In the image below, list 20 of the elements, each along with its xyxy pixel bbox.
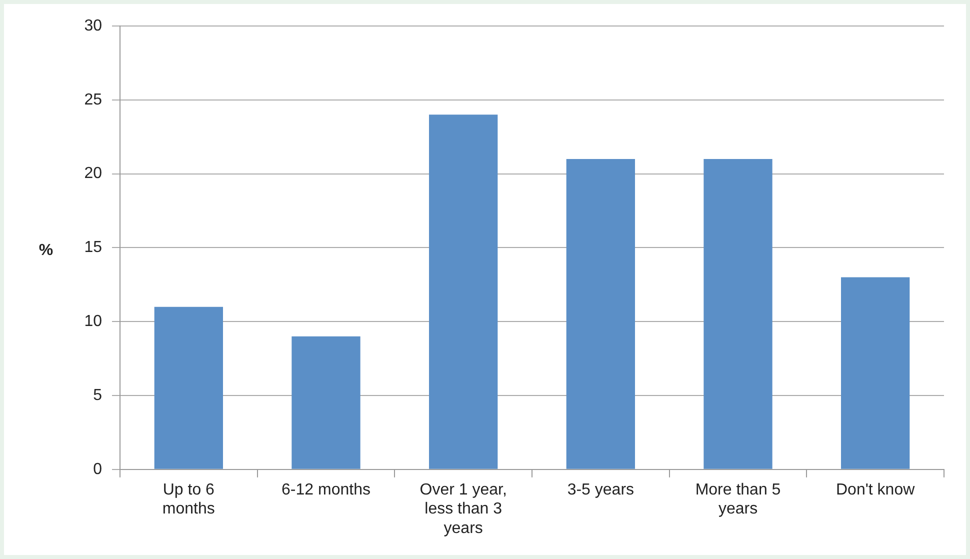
y-tick-label: 25 xyxy=(84,91,102,108)
x-tick-label: More than 5 years xyxy=(695,481,781,518)
y-axis-title: % xyxy=(38,242,54,260)
x-tick-label: Don't know xyxy=(836,481,916,498)
y-tick-label: 10 xyxy=(84,313,102,330)
y-tick-label: 0 xyxy=(93,460,102,478)
y-tick-label: 30 xyxy=(84,17,102,34)
y-tick-label: 20 xyxy=(84,165,102,182)
bar xyxy=(841,277,910,469)
x-tick-label: Over 1 year, less than 3 years xyxy=(420,481,507,537)
bar xyxy=(154,306,223,469)
x-tick-label: 6-12 months xyxy=(282,481,370,498)
x-tick-label: Up to 6 months xyxy=(162,481,215,518)
bar xyxy=(292,336,360,469)
y-tick-label: 5 xyxy=(93,386,102,404)
x-tick-label: 3-5 years xyxy=(567,481,634,498)
bar xyxy=(704,159,772,469)
bar xyxy=(429,114,498,469)
y-tick-label: 15 xyxy=(84,239,102,256)
bar xyxy=(566,159,635,469)
